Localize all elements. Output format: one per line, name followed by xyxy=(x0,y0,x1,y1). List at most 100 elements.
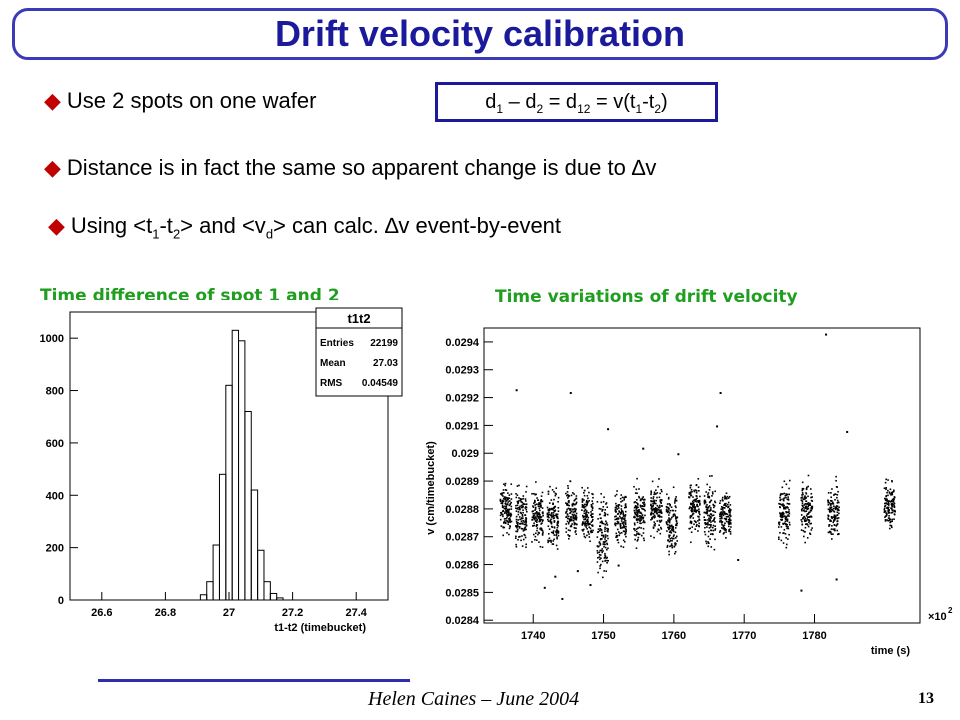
scatter-point xyxy=(622,546,625,548)
scatter-point xyxy=(830,528,833,530)
scatter-point xyxy=(547,533,550,535)
scatter-point xyxy=(705,542,708,545)
scatter-point xyxy=(650,491,653,494)
scatter-point xyxy=(672,486,675,489)
scatter-point xyxy=(688,527,690,530)
scatter-point xyxy=(599,525,601,528)
scatter-point xyxy=(651,517,653,520)
scatter-point xyxy=(697,478,700,480)
scatter-point xyxy=(708,520,711,522)
scatter-point xyxy=(621,500,624,502)
scatter-point xyxy=(581,514,584,517)
scatter-point xyxy=(828,530,831,533)
scatter-point xyxy=(582,530,584,532)
scatter-point xyxy=(675,524,678,527)
scatter-point xyxy=(534,501,536,504)
scatter-point xyxy=(583,533,585,535)
scatter-point xyxy=(810,522,812,525)
scatter-point xyxy=(508,497,511,500)
scatter-point xyxy=(596,557,599,559)
scatter-point xyxy=(598,507,601,510)
scatter-point xyxy=(802,498,805,500)
scatter-point xyxy=(830,520,832,522)
scatter-point xyxy=(614,510,617,512)
scatter-point xyxy=(707,506,710,509)
scatter-point xyxy=(835,505,838,507)
scatter-point xyxy=(801,502,804,504)
scatter-point xyxy=(781,516,784,518)
scatter-point xyxy=(838,512,840,515)
scatter-point xyxy=(723,517,726,520)
scatter-point xyxy=(691,505,694,508)
scatter-point xyxy=(521,514,524,516)
scatter-point xyxy=(515,525,518,528)
scatter-point xyxy=(534,504,536,506)
scatter-point xyxy=(574,509,577,512)
scatter-point xyxy=(597,530,600,533)
scatter-point xyxy=(515,507,517,510)
scatter-point xyxy=(510,520,513,523)
scatter-point xyxy=(566,508,568,511)
scatter-point xyxy=(704,526,706,529)
scatter-point xyxy=(693,499,695,502)
scatter-point xyxy=(802,509,805,512)
scatter-point xyxy=(712,533,714,536)
scatter-point xyxy=(536,515,539,517)
scatter-point xyxy=(708,505,711,507)
scatter-point xyxy=(697,515,699,518)
scatter-point xyxy=(636,533,638,535)
scatter-point xyxy=(830,496,832,499)
scatter-point xyxy=(590,521,593,523)
scatter-point xyxy=(728,517,731,519)
scatter-point xyxy=(592,516,594,518)
scatter-point xyxy=(804,526,807,529)
scatter-point xyxy=(801,500,804,503)
scatter-point xyxy=(536,527,539,529)
scatter-point xyxy=(807,502,810,504)
scatter-point xyxy=(690,541,692,544)
scatter-point xyxy=(788,493,790,496)
stats-value: 0.04549 xyxy=(362,378,399,389)
scatter-point xyxy=(805,487,808,490)
scatter-point xyxy=(696,495,698,497)
scatter-point xyxy=(891,505,893,507)
scatter-point xyxy=(616,508,619,510)
scatter-point xyxy=(600,549,603,552)
scatter-point xyxy=(638,508,640,511)
scatter-point xyxy=(708,510,710,512)
scatter-point xyxy=(538,541,540,543)
scatter-point xyxy=(516,504,519,507)
scatter-point xyxy=(556,548,559,550)
scatter-point xyxy=(803,530,806,533)
scatter-point xyxy=(531,516,534,519)
scatter-point xyxy=(671,529,674,532)
scatter-point xyxy=(779,512,781,514)
scatter-point xyxy=(524,536,527,539)
scatter-point xyxy=(572,514,575,517)
scatter-point xyxy=(523,503,526,505)
scatter-point xyxy=(713,548,716,551)
scatter-point xyxy=(893,502,896,505)
scatter-point xyxy=(624,515,627,517)
scatter-point xyxy=(788,479,791,482)
scatter-point xyxy=(891,509,894,512)
scatter-point xyxy=(552,512,555,514)
scatter-point xyxy=(642,508,644,510)
scatter-point xyxy=(692,517,695,519)
scatter-point xyxy=(607,547,609,550)
scatter-point xyxy=(667,506,669,509)
scatter-point xyxy=(835,515,837,518)
scatter-point xyxy=(694,520,697,523)
scatter-point xyxy=(778,538,780,541)
bullet-3-part: Using <t xyxy=(70,213,153,238)
scatter-point xyxy=(801,523,803,526)
scatter-point xyxy=(504,498,506,501)
scatter-point xyxy=(599,554,602,556)
scatter-point xyxy=(675,499,678,502)
scatter-point xyxy=(652,526,655,528)
scatter-point xyxy=(827,492,830,494)
scatter-point xyxy=(590,504,593,507)
scatter-point xyxy=(890,492,893,495)
scatter-point xyxy=(640,522,642,525)
scatter-point xyxy=(614,508,617,511)
